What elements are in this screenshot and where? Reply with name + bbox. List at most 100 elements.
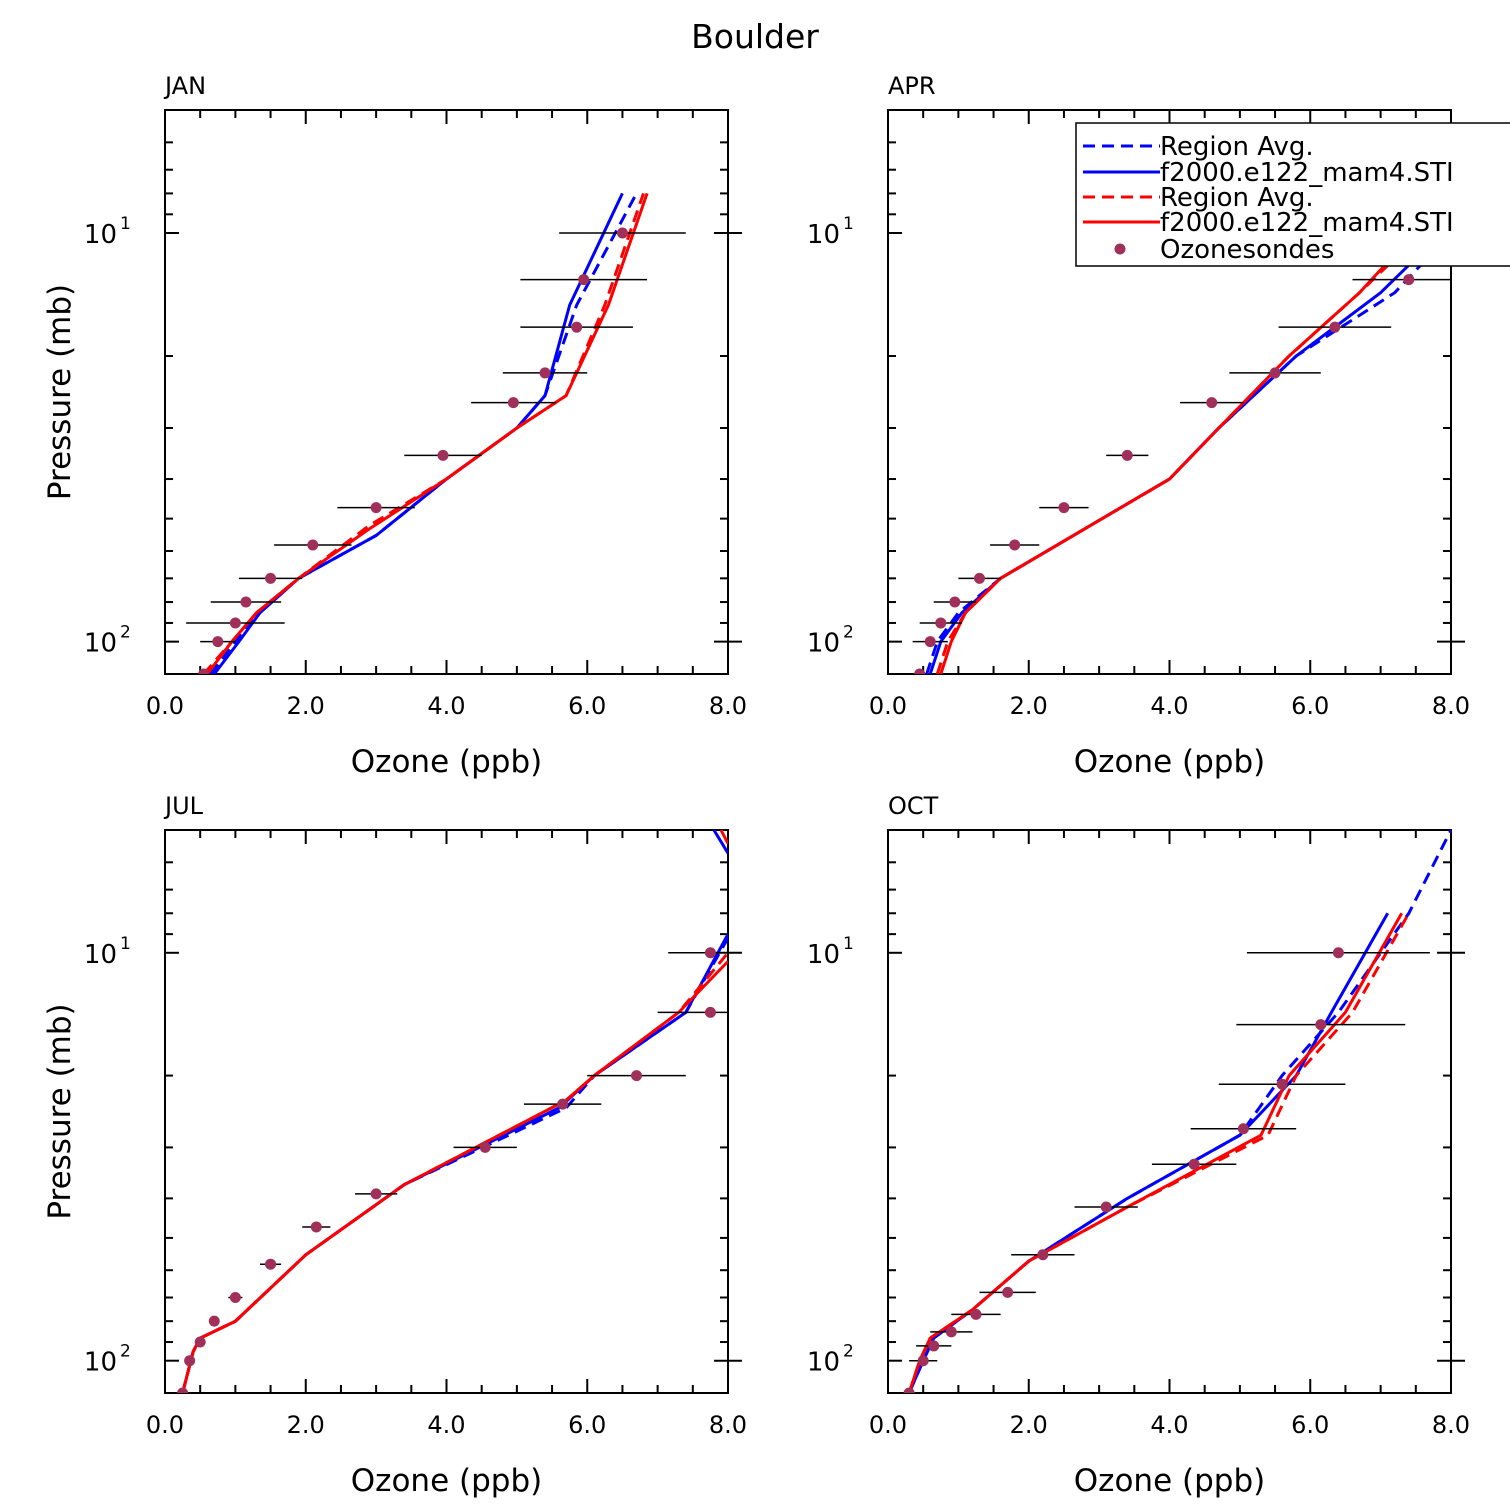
obs-point	[1009, 539, 1021, 551]
x-axis-label: Ozone (ppb)	[1074, 1463, 1265, 1499]
obs-point	[903, 1387, 915, 1393]
series-line-3	[939, 192, 1451, 674]
obs-point	[265, 1258, 277, 1270]
y-tick-label: 10	[807, 940, 840, 970]
panel-title: OCT	[888, 792, 939, 820]
series-line-1	[181, 933, 728, 1393]
obs-point	[240, 596, 252, 608]
y-tick-exponent: 1	[843, 934, 854, 954]
y-tick-exponent: 1	[843, 214, 854, 234]
obs-point	[917, 1355, 929, 1367]
panel-title: JAN	[163, 72, 206, 100]
x-tick-label: 0.0	[869, 692, 907, 720]
obs-point	[631, 1070, 643, 1082]
series-top-segment	[712, 830, 728, 854]
series-line-0	[907, 830, 1451, 1393]
obs-point	[1206, 397, 1218, 409]
series-line-2	[907, 912, 1411, 1393]
series-line-1	[907, 912, 1390, 1393]
obs-point	[557, 1098, 569, 1110]
x-axis-label: Ozone (ppb)	[1074, 744, 1265, 780]
obs-point	[539, 367, 551, 379]
y-tick-label: 10	[84, 1348, 117, 1378]
obs-point	[1329, 321, 1341, 333]
figure-title: Boulder	[691, 17, 819, 56]
obs-point	[949, 596, 961, 608]
y-tick-label: 10	[807, 629, 840, 659]
y-tick-exponent: 1	[120, 214, 131, 234]
obs-point	[1121, 449, 1133, 461]
obs-point	[1100, 1201, 1112, 1213]
x-tick-label: 6.0	[1291, 1411, 1329, 1439]
obs-point	[307, 539, 319, 551]
obs-point	[704, 947, 716, 959]
x-tick-label: 8.0	[709, 1411, 747, 1439]
obs-point	[914, 668, 926, 674]
obs-point	[265, 572, 277, 584]
panel-title: APR	[888, 72, 936, 100]
y-axis-label: Pressure (mb)	[42, 284, 78, 500]
y-tick-exponent: 1	[120, 934, 131, 954]
x-tick-label: 0.0	[146, 692, 184, 720]
obs-point	[479, 1141, 491, 1153]
y-tick-exponent: 2	[120, 1342, 131, 1362]
obs-point	[370, 1188, 382, 1200]
plot-area	[912, 192, 1451, 674]
x-tick-label: 6.0	[568, 1411, 606, 1439]
obs-point	[1315, 1019, 1327, 1031]
obs-point	[1188, 1158, 1200, 1170]
obs-point	[1403, 274, 1415, 286]
obs-point	[208, 1315, 220, 1327]
series-top-segment	[719, 830, 728, 845]
obs-point	[437, 449, 449, 461]
x-tick-label: 8.0	[1432, 1411, 1470, 1439]
x-tick-label: 6.0	[568, 692, 606, 720]
y-tick-label: 10	[84, 940, 117, 970]
obs-point	[924, 636, 936, 648]
y-tick-label: 10	[807, 220, 840, 250]
series-line-0	[181, 937, 728, 1393]
legend-marker	[1114, 243, 1126, 255]
series-line-2	[935, 203, 1451, 674]
x-tick-label: 2.0	[287, 1411, 325, 1439]
obs-point	[1276, 1078, 1288, 1090]
obs-point	[198, 668, 210, 674]
obs-point	[229, 617, 241, 629]
x-axis-label: Ozone (ppb)	[351, 1463, 542, 1499]
series-line-0	[925, 231, 1451, 674]
legend-label: Region Avg.	[1160, 132, 1314, 162]
y-tick-exponent: 2	[843, 623, 854, 643]
obs-point	[212, 636, 224, 648]
x-tick-label: 4.0	[427, 1411, 465, 1439]
series-line-3	[181, 960, 728, 1393]
y-tick-exponent: 2	[843, 1342, 854, 1362]
series-line-1	[928, 222, 1451, 674]
x-tick-label: 2.0	[1010, 1411, 1048, 1439]
x-tick-label: 4.0	[1150, 692, 1188, 720]
x-tick-label: 8.0	[709, 692, 747, 720]
obs-point	[507, 397, 519, 409]
obs-point	[184, 1355, 196, 1367]
obs-point	[578, 274, 590, 286]
x-axis-label: Ozone (ppb)	[351, 744, 542, 780]
x-tick-label: 0.0	[869, 1411, 907, 1439]
obs-point	[1037, 1249, 1049, 1261]
obs-point	[229, 1292, 241, 1304]
obs-point	[370, 502, 382, 514]
obs-point	[970, 1308, 982, 1320]
x-tick-label: 4.0	[1150, 1411, 1188, 1439]
y-tick-label: 10	[84, 629, 117, 659]
obs-point	[1269, 367, 1281, 379]
series-line-3	[206, 192, 649, 674]
obs-point	[616, 227, 628, 239]
obs-point	[928, 1340, 940, 1352]
x-tick-label: 0.0	[146, 1411, 184, 1439]
obs-point	[945, 1326, 957, 1338]
legend-label: Region Avg.	[1160, 183, 1314, 213]
x-tick-label: 4.0	[427, 692, 465, 720]
